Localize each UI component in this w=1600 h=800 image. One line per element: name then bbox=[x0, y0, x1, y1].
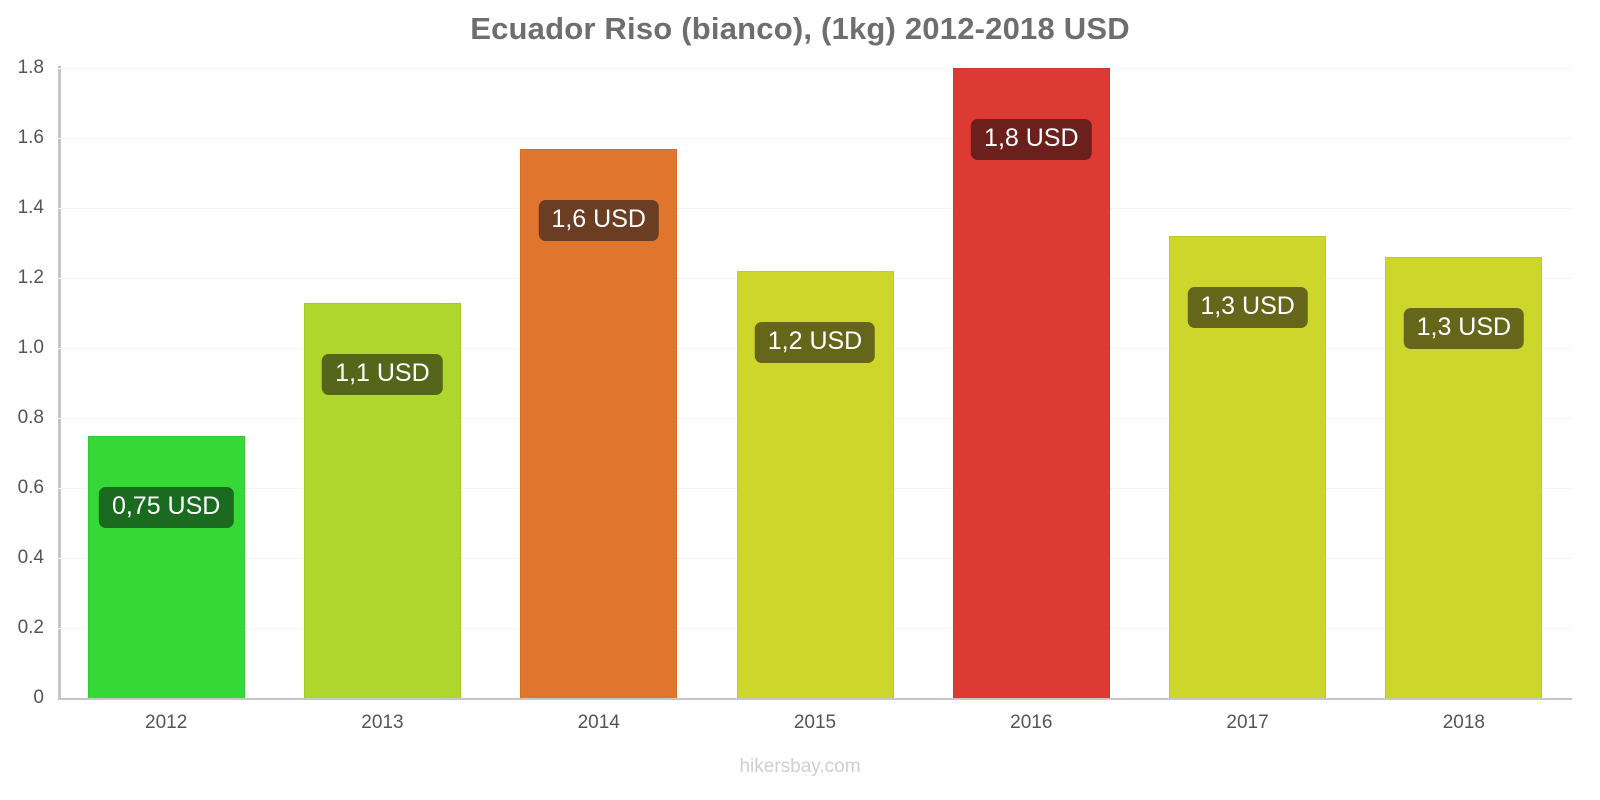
y-tick-label: 1.2 bbox=[17, 267, 44, 288]
y-tick-label: 1.4 bbox=[17, 197, 44, 218]
y-tick-label: 0 bbox=[33, 687, 44, 708]
gridline bbox=[58, 698, 1572, 700]
y-tick-label: 0.2 bbox=[17, 617, 44, 638]
gridline bbox=[58, 138, 1572, 139]
y-tick-label: 1.8 bbox=[17, 57, 44, 78]
y-tick-label: 0.8 bbox=[17, 407, 44, 428]
bar-group[interactable]: 1,6 USD bbox=[520, 68, 678, 698]
x-tick-label: 2013 bbox=[361, 712, 404, 733]
bar-value-label: 1,1 USD bbox=[322, 353, 443, 395]
x-tick-label: 2018 bbox=[1442, 712, 1485, 733]
x-tick-label: 2012 bbox=[145, 712, 188, 733]
bar[interactable] bbox=[952, 68, 1110, 698]
bar-value-label: 1,8 USD bbox=[971, 119, 1092, 160]
bar-value-label: 1,6 USD bbox=[538, 199, 659, 241]
bar-group[interactable]: 1,3 USD bbox=[1385, 68, 1543, 698]
y-tick-label: 0.6 bbox=[17, 477, 44, 498]
bar-value-label: 1,2 USD bbox=[754, 322, 876, 363]
bar[interactable] bbox=[87, 435, 245, 698]
bar-group[interactable]: 1,8 USD bbox=[952, 68, 1110, 698]
bar-value-label: 1,3 USD bbox=[1187, 287, 1308, 328]
bar-group[interactable]: 1,3 USD bbox=[1169, 68, 1327, 698]
plot-area: 0,75 USD 1,1 USD 1,6 USD 1,2 USD 1,8 USD 1,3 … bbox=[58, 68, 1572, 700]
y-axis-line bbox=[58, 66, 61, 699]
bar-group[interactable]: 1,2 USD bbox=[736, 68, 894, 698]
x-tick-label: 2017 bbox=[1226, 712, 1269, 733]
x-tick-label: 2016 bbox=[1010, 712, 1053, 733]
bar-group[interactable]: 0,75 USD bbox=[87, 68, 245, 698]
y-tick-label: 1.6 bbox=[17, 127, 44, 148]
source-watermark: hikersbay.com bbox=[739, 756, 861, 777]
bar-value-label: 1,3 USD bbox=[1403, 308, 1525, 349]
y-tick-label: 1.0 bbox=[17, 337, 44, 358]
gridline bbox=[58, 208, 1572, 209]
y-tick-label: 0.4 bbox=[17, 547, 44, 568]
x-tick-label: 2015 bbox=[793, 712, 837, 733]
bar-value-label: 0,75 USD bbox=[98, 486, 234, 528]
bar-group[interactable]: 1,1 USD bbox=[303, 68, 461, 698]
gridline bbox=[58, 68, 1572, 69]
chart-title: Ecuador Riso (bianco), (1kg) 2012-2018 U… bbox=[470, 11, 1130, 46]
x-tick-label: 2014 bbox=[577, 712, 620, 733]
